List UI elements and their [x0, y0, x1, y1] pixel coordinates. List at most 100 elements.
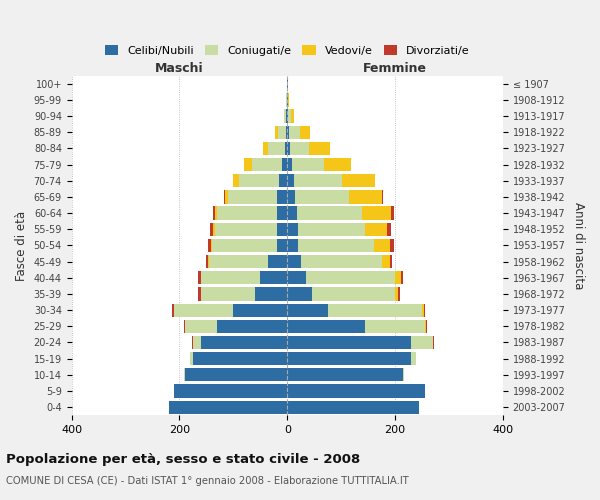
- Bar: [286, 110, 287, 122]
- Bar: [287, 336, 412, 349]
- Bar: [382, 190, 383, 203]
- Bar: [287, 190, 295, 203]
- Bar: [284, 110, 286, 122]
- Bar: [169, 400, 287, 414]
- Bar: [184, 368, 185, 382]
- Bar: [286, 126, 287, 139]
- Bar: [279, 174, 287, 188]
- Bar: [172, 304, 174, 317]
- Bar: [211, 239, 212, 252]
- Bar: [215, 222, 277, 236]
- Bar: [212, 239, 277, 252]
- Bar: [387, 222, 391, 236]
- Bar: [398, 288, 400, 300]
- Bar: [228, 190, 277, 203]
- Bar: [297, 206, 362, 220]
- Bar: [209, 255, 268, 268]
- Bar: [298, 239, 374, 252]
- Bar: [213, 222, 215, 236]
- Bar: [289, 110, 291, 122]
- Bar: [298, 222, 365, 236]
- Bar: [362, 206, 391, 220]
- Bar: [210, 222, 213, 236]
- Bar: [284, 142, 287, 155]
- Bar: [277, 239, 287, 252]
- Bar: [401, 271, 403, 284]
- Bar: [287, 320, 365, 333]
- Bar: [349, 190, 382, 203]
- Bar: [277, 190, 287, 203]
- Bar: [193, 336, 201, 349]
- Bar: [412, 352, 416, 366]
- Bar: [287, 255, 301, 268]
- Bar: [287, 174, 294, 188]
- Bar: [309, 142, 331, 155]
- Bar: [390, 255, 392, 268]
- Bar: [198, 271, 200, 284]
- Bar: [395, 271, 401, 284]
- Bar: [239, 174, 279, 188]
- Bar: [217, 206, 277, 220]
- Bar: [260, 271, 287, 284]
- Bar: [301, 255, 382, 268]
- Bar: [328, 304, 422, 317]
- Bar: [425, 320, 426, 333]
- Bar: [185, 320, 217, 333]
- Bar: [201, 288, 255, 300]
- Bar: [382, 255, 390, 268]
- Bar: [291, 110, 294, 122]
- Bar: [365, 222, 387, 236]
- Bar: [252, 158, 282, 171]
- Bar: [306, 271, 395, 284]
- Bar: [275, 126, 278, 139]
- Bar: [287, 206, 297, 220]
- Bar: [287, 142, 290, 155]
- Bar: [292, 158, 324, 171]
- Bar: [311, 288, 395, 300]
- Bar: [424, 304, 425, 317]
- Bar: [422, 304, 424, 317]
- Bar: [287, 352, 412, 366]
- Bar: [282, 158, 287, 171]
- Bar: [244, 158, 252, 171]
- Text: Maschi: Maschi: [155, 62, 204, 75]
- Bar: [233, 304, 287, 317]
- Bar: [300, 126, 310, 139]
- Bar: [391, 206, 394, 220]
- Bar: [226, 190, 228, 203]
- Bar: [208, 255, 209, 268]
- Bar: [199, 288, 200, 300]
- Bar: [287, 158, 292, 171]
- Bar: [289, 126, 300, 139]
- Bar: [295, 190, 349, 203]
- Bar: [287, 222, 298, 236]
- Bar: [287, 368, 403, 382]
- Bar: [217, 320, 287, 333]
- Bar: [277, 222, 287, 236]
- Bar: [287, 110, 289, 122]
- Bar: [287, 239, 298, 252]
- Bar: [174, 304, 233, 317]
- Bar: [174, 384, 287, 398]
- Bar: [277, 206, 287, 220]
- Bar: [193, 352, 287, 366]
- Text: Popolazione per età, sesso e stato civile - 2008: Popolazione per età, sesso e stato civil…: [6, 452, 360, 466]
- Bar: [287, 400, 419, 414]
- Bar: [395, 288, 398, 300]
- Bar: [287, 384, 425, 398]
- Bar: [255, 288, 287, 300]
- Bar: [201, 336, 287, 349]
- Bar: [208, 239, 211, 252]
- Bar: [263, 142, 268, 155]
- Bar: [206, 255, 208, 268]
- Bar: [287, 126, 289, 139]
- Bar: [290, 142, 309, 155]
- Bar: [342, 174, 374, 188]
- Bar: [365, 320, 425, 333]
- Bar: [185, 368, 287, 382]
- Bar: [294, 174, 342, 188]
- Bar: [287, 304, 328, 317]
- Bar: [201, 271, 260, 284]
- Y-axis label: Anni di nascita: Anni di nascita: [572, 202, 585, 289]
- Bar: [268, 142, 284, 155]
